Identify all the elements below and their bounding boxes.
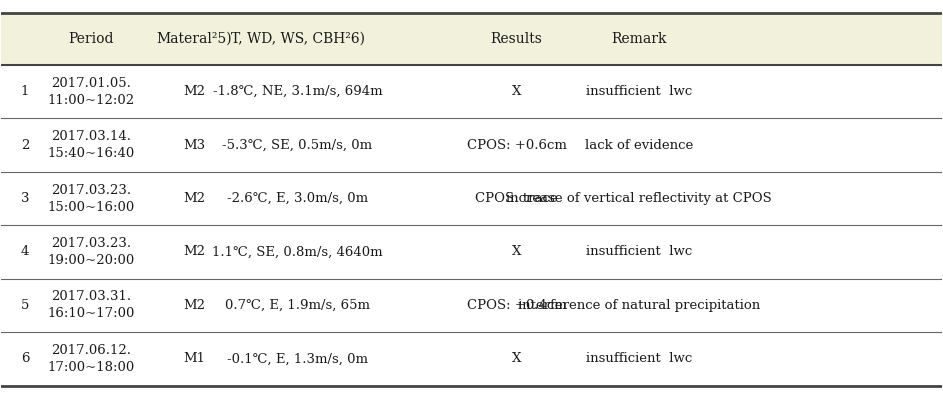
Text: interference of natural precipitation: interference of natural precipitation (518, 299, 760, 312)
Text: 1: 1 (21, 85, 29, 98)
Text: M1: M1 (183, 352, 206, 365)
Text: -0.1℃, E, 1.3m/s, 0m: -0.1℃, E, 1.3m/s, 0m (227, 352, 368, 365)
Text: 2017.03.31.
16:10~17:00: 2017.03.31. 16:10~17:00 (47, 290, 135, 320)
Text: M2: M2 (183, 299, 206, 312)
Text: lack of evidence: lack of evidence (585, 138, 693, 152)
Text: 0.7℃, E, 1.9m/s, 65m: 0.7℃, E, 1.9m/s, 65m (225, 299, 370, 312)
Text: insufficient  lwc: insufficient lwc (586, 85, 692, 98)
Text: 2017.06.12.
17:00~18:00: 2017.06.12. 17:00~18:00 (47, 344, 134, 374)
Text: M2: M2 (183, 192, 206, 205)
Text: 2: 2 (21, 138, 29, 152)
Text: M2: M2 (183, 85, 206, 98)
Text: Remark: Remark (611, 32, 667, 46)
Text: -5.3℃, SE, 0.5m/s, 0m: -5.3℃, SE, 0.5m/s, 0m (223, 138, 372, 152)
Text: 4: 4 (21, 245, 29, 259)
Text: increase of vertical reflectivity at CPOS: increase of vertical reflectivity at CPO… (506, 192, 771, 205)
Text: 2017.03.14.
15:40~16:40: 2017.03.14. 15:40~16:40 (47, 130, 134, 160)
Text: Period: Period (68, 32, 113, 46)
Text: 2017.01.05.
11:00~12:02: 2017.01.05. 11:00~12:02 (47, 77, 134, 107)
Text: 3: 3 (21, 192, 29, 205)
Text: Results: Results (490, 32, 542, 46)
Text: 2017.03.23.
15:00~16:00: 2017.03.23. 15:00~16:00 (47, 184, 134, 213)
Text: CPOS: +0.4cm: CPOS: +0.4cm (467, 299, 567, 312)
Text: Materal²5): Materal²5) (157, 32, 232, 46)
Text: M3: M3 (183, 138, 206, 152)
Text: X: X (512, 245, 521, 259)
Text: CPOS: +0.6cm: CPOS: +0.6cm (467, 138, 567, 152)
Text: M2: M2 (183, 245, 206, 259)
Text: 6: 6 (21, 352, 29, 365)
Text: X: X (512, 85, 521, 98)
Text: 1.1℃, SE, 0.8m/s, 4640m: 1.1℃, SE, 0.8m/s, 4640m (212, 245, 383, 259)
Text: insufficient  lwc: insufficient lwc (586, 245, 692, 259)
Text: 2017.03.23.
19:00~20:00: 2017.03.23. 19:00~20:00 (47, 237, 134, 267)
Text: 5: 5 (21, 299, 29, 312)
Text: CPOS: trace: CPOS: trace (475, 192, 558, 205)
Text: T, WD, WS, CBH²6): T, WD, WS, CBH²6) (230, 32, 365, 46)
Text: X: X (512, 352, 521, 365)
Bar (1, 13, 942, 65)
Text: -2.6℃, E, 3.0m/s, 0m: -2.6℃, E, 3.0m/s, 0m (227, 192, 368, 205)
Text: -1.8℃, NE, 3.1m/s, 694m: -1.8℃, NE, 3.1m/s, 694m (213, 85, 382, 98)
Text: insufficient  lwc: insufficient lwc (586, 352, 692, 365)
